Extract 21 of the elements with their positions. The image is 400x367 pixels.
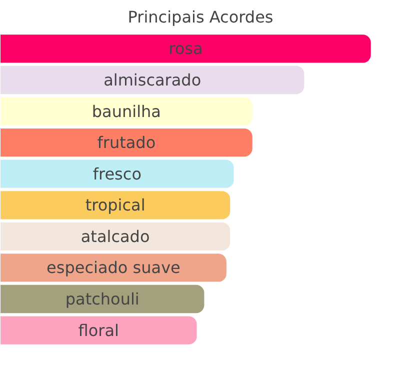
bar xyxy=(0,66,304,94)
bar xyxy=(0,34,371,63)
y-tick-label: especiado suave xyxy=(46,258,180,278)
y-tick-label: baunilha xyxy=(92,102,161,121)
y-tick-label: atalcado xyxy=(80,226,150,246)
bar xyxy=(0,97,252,126)
bar xyxy=(0,160,234,188)
y-tick-label: floral xyxy=(78,320,120,340)
y-tick-label: almiscarado xyxy=(104,70,202,90)
y-tick-label: fresco xyxy=(92,164,142,184)
chart-title: Principais Acordes xyxy=(128,8,274,26)
bar xyxy=(0,284,204,314)
y-tick-label: rosa xyxy=(168,39,203,58)
bar xyxy=(0,254,226,282)
bar xyxy=(0,128,252,157)
y-tick-label: frutado xyxy=(97,133,156,152)
bar xyxy=(0,222,230,251)
bar xyxy=(0,316,197,344)
y-tick-label: patchouli xyxy=(65,290,140,309)
bar xyxy=(0,191,230,220)
y-tick-label: tropical xyxy=(85,196,146,215)
